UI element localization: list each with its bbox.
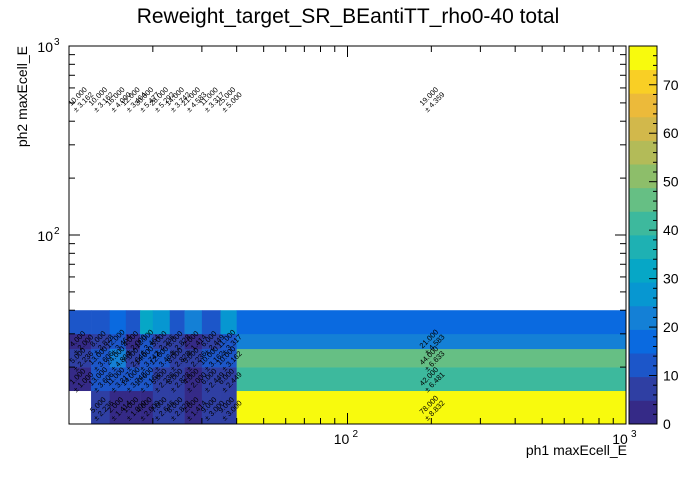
colorbar-tick-label: 10 (663, 368, 679, 384)
heatmap-cell (169, 333, 185, 350)
colorbar-tick-label: 60 (663, 125, 679, 141)
heatmap-cell (91, 333, 110, 350)
x-tick-exponent: 3 (631, 429, 637, 440)
heatmap-cell (220, 390, 237, 425)
colorbar-segment (629, 140, 657, 165)
colorbar-segment (629, 282, 657, 307)
heatmap-cell (184, 367, 203, 392)
heatmap-cell (69, 367, 92, 392)
heatmap-cell (236, 367, 627, 392)
heatmap-cell (201, 310, 221, 335)
colorbar-tick-label: 20 (663, 319, 679, 335)
heatmap-cell (91, 390, 110, 425)
x-tick-label: 10 (612, 431, 628, 447)
y-tick-exponent: 2 (54, 226, 60, 237)
heatmap-cell (125, 310, 141, 335)
heatmap-cell (184, 333, 203, 350)
heatmap-cell (201, 367, 221, 392)
heatmap-cell (140, 333, 154, 350)
x-tick-label: 10 (334, 431, 350, 447)
heatmap-cell (152, 390, 171, 425)
colorbar-segment (629, 93, 657, 118)
heatmap-cell (220, 333, 237, 350)
heatmap-cell (201, 390, 221, 425)
heatmap-cell (184, 390, 203, 425)
colorbar-tick-label: 50 (663, 174, 679, 190)
heatmap-cell (152, 333, 171, 350)
heatmap-cell (125, 348, 141, 368)
heatmap-cell (91, 367, 110, 392)
heatmap-cell (184, 348, 203, 368)
colorbar-segment (629, 116, 657, 141)
colorbar-segment (629, 164, 657, 189)
colorbar-segment (629, 235, 657, 260)
colorbar-segment (629, 69, 657, 94)
cell-value-label: 25.000± 5.000 (214, 84, 244, 114)
heatmap-cell (220, 310, 237, 335)
colorbar-segment (629, 400, 657, 425)
heatmap-cell (169, 390, 185, 425)
colorbar-segment (629, 211, 657, 236)
heatmap-cell (169, 367, 185, 392)
y-tick-label: 10 (37, 39, 53, 55)
heatmap-cell (125, 390, 141, 425)
heatmap-cell (140, 390, 154, 425)
chart-title: Reweight_target_SR_BEantiTT_rho0-40 tota… (137, 5, 560, 28)
heatmap-cell (91, 348, 110, 368)
heatmap-cell (236, 310, 627, 335)
heatmap-cells (69, 310, 627, 425)
heatmap-cell (125, 333, 141, 350)
colorbar-frame (628, 45, 658, 425)
colorbar-segment (629, 46, 657, 71)
heatmap-cell (236, 348, 627, 368)
heatmap-cell (169, 348, 185, 368)
x-axis-label: ph1 maxEcell_E (526, 442, 627, 458)
heatmap-cell (109, 310, 127, 335)
colorbar-tick-label: 70 (663, 77, 679, 93)
x-tick-exponent: 2 (353, 429, 359, 440)
heatmap-cell (109, 333, 127, 350)
colorbar-segment (629, 353, 657, 378)
colorbar-segment (629, 329, 657, 354)
heatmap-cell (109, 390, 127, 425)
heatmap-cell (152, 310, 171, 335)
heatmap-cell (140, 348, 154, 368)
heatmap-cell (91, 310, 110, 335)
heatmap-cell (201, 333, 221, 350)
colorbar-segment (629, 376, 657, 401)
heatmap-cell (69, 333, 92, 350)
axes: 10 2 10 310 210 3 (37, 37, 637, 447)
heatmap-cell (109, 348, 127, 368)
y-tick-label: 10 (37, 228, 53, 244)
heatmap-cell (125, 367, 141, 392)
heatmap-cell (220, 367, 237, 392)
colorbar-segment (629, 187, 657, 212)
heatmap-cell (220, 348, 237, 368)
y-axis-label: ph2 maxEcell_E (14, 46, 30, 147)
heatmap-cell (236, 333, 627, 350)
heatmap-cell (140, 310, 154, 335)
colorbar-tick-label: 30 (663, 271, 679, 287)
colorbar-tick-label: 40 (663, 222, 679, 238)
colorbar: 0 10 20 30 40 50 60 70 (628, 45, 679, 432)
cell-value-label: 19.000± 4.359 (417, 84, 447, 114)
heatmap-cell (109, 367, 127, 392)
heatmap-cell (184, 310, 203, 335)
heatmap-cell (69, 310, 92, 335)
heatmap-cell (201, 348, 221, 368)
heatmap-cell (152, 367, 171, 392)
colorbar-segment (629, 305, 657, 330)
heatmap-cell (152, 348, 171, 368)
heatmap-cell (69, 348, 92, 368)
y-tick-exponent: 3 (54, 37, 60, 48)
colorbar-tick-label: 0 (663, 416, 671, 432)
heatmap-cell (140, 367, 154, 392)
heatmap-cell (169, 310, 185, 335)
